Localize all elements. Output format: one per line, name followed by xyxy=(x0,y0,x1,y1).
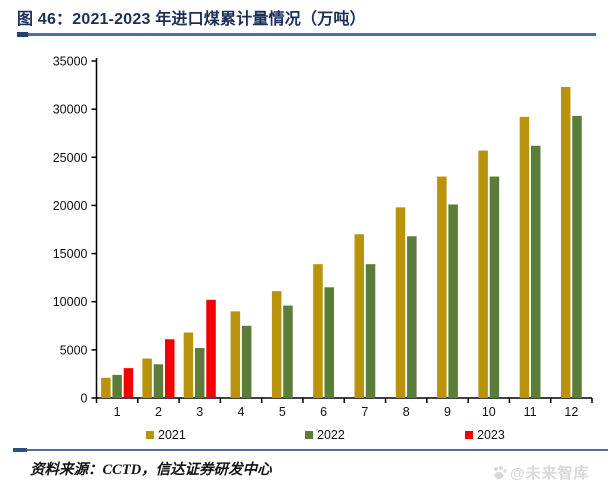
bar-2022-month-9 xyxy=(448,204,458,398)
bar-2022-month-6 xyxy=(324,287,335,398)
legend-label-2022: 2022 xyxy=(317,428,345,442)
bar-2022-month-12 xyxy=(572,115,582,398)
bar-2021-month-5 xyxy=(271,291,282,398)
bar-2023-month-2 xyxy=(164,339,175,398)
footer-divider-notch xyxy=(13,448,27,452)
legend-label-2021: 2021 xyxy=(158,428,186,442)
x-axis-tick-label: 11 xyxy=(524,405,537,419)
x-axis-tick-label: 6 xyxy=(320,405,327,419)
bar-2021-month-6 xyxy=(313,264,323,398)
legend-swatch-2021 xyxy=(146,431,154,439)
bar-2022-month-11 xyxy=(530,145,541,398)
bar-2021-month-9 xyxy=(437,176,447,398)
bar-2022-month-2 xyxy=(153,364,164,398)
bar-2021-month-1 xyxy=(101,377,111,398)
x-axis-tick-label: 7 xyxy=(361,405,368,419)
x-axis-tick-label: 9 xyxy=(444,405,451,419)
legend-label-2023: 2023 xyxy=(477,428,505,442)
bar-2021-month-10 xyxy=(478,150,488,398)
legend-swatch-2023 xyxy=(465,431,473,439)
x-axis-tick-label: 8 xyxy=(403,405,410,419)
bar-2021-month-2 xyxy=(142,358,152,398)
bar-2023-month-1 xyxy=(123,368,134,398)
bar-2022-month-10 xyxy=(489,176,500,398)
x-axis-tick-label: 5 xyxy=(279,405,286,419)
figure-title: 图 46：2021-2023 年进口煤累计量情况（万吨） xyxy=(17,11,366,28)
x-axis-tick-label: 2 xyxy=(155,405,162,419)
y-axis-tick-label: 20000 xyxy=(53,199,88,213)
watermark-logo-icon xyxy=(494,466,507,480)
y-axis-tick-label: 15000 xyxy=(53,247,88,261)
watermark: @未来智库 xyxy=(492,462,590,483)
y-axis-tick-label: 35000 xyxy=(53,55,88,69)
bar-2021-month-11 xyxy=(519,116,530,399)
bar-2022-month-7 xyxy=(365,264,376,398)
bar-2021-month-7 xyxy=(354,234,364,398)
bar-2022-month-8 xyxy=(407,236,417,398)
bar-2021-month-3 xyxy=(183,332,194,398)
x-axis-tick-label: 1 xyxy=(114,405,121,419)
footer-divider xyxy=(13,449,608,451)
x-axis-tick-label: 4 xyxy=(238,405,245,419)
legend-item-2022: 2022 xyxy=(305,428,345,442)
x-axis-tick-label: 3 xyxy=(196,405,203,419)
title-divider xyxy=(17,33,596,36)
x-axis-tick-label: 10 xyxy=(482,405,496,419)
legend-swatch-2022 xyxy=(305,431,313,439)
bar-2022-month-4 xyxy=(241,325,252,398)
bar-2022-month-5 xyxy=(283,305,293,398)
y-axis-tick-label: 30000 xyxy=(53,103,88,117)
bar-2022-month-3 xyxy=(194,347,205,398)
legend-item-2023: 2023 xyxy=(465,428,505,442)
bar-2021-month-8 xyxy=(395,207,406,398)
source-note: 资料来源：CCTD，信达证券研发中心 xyxy=(30,462,272,478)
y-axis-tick-label: 0 xyxy=(81,392,88,406)
bar-2022-month-1 xyxy=(112,374,122,398)
watermark-label: @未来智库 xyxy=(510,465,590,482)
x-axis-tick-label: 12 xyxy=(564,405,578,419)
y-axis-tick-label: 25000 xyxy=(53,151,88,165)
legend: 2021 2022 2023 xyxy=(0,428,612,444)
title-divider-notch xyxy=(17,32,28,37)
y-axis-tick-label: 5000 xyxy=(60,343,88,357)
bar-2023-month-3 xyxy=(206,299,216,398)
bar-2021-month-4 xyxy=(230,311,241,398)
legend-item-2021: 2021 xyxy=(146,428,186,442)
bar-2021-month-12 xyxy=(560,86,571,399)
y-axis-tick-label: 10000 xyxy=(53,295,88,309)
